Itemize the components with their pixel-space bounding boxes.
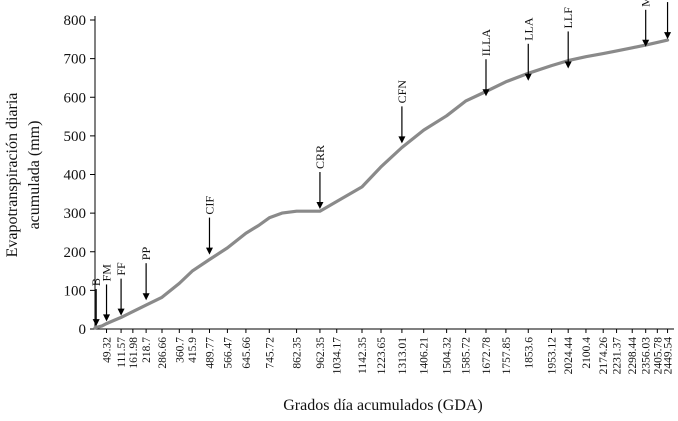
x-tick-label: 1853.6	[523, 337, 535, 369]
x-tick-label: 489.77	[204, 337, 216, 369]
series	[93, 38, 670, 330]
x-tick-label: 2100.4	[581, 337, 593, 369]
stage-label: B	[89, 278, 103, 286]
x-tick-label: 415.9	[187, 337, 199, 363]
x-tick-label: 745.72	[264, 337, 276, 369]
y-tick-label: 200	[64, 245, 87, 261]
x-tick-label: 1504.32	[442, 337, 454, 375]
stage-arrow-head	[92, 319, 100, 327]
x-tick-label: 2174.26	[598, 337, 610, 375]
x-tick-label: 1313.01	[397, 337, 409, 375]
x-tick-label: 1585.72	[461, 337, 473, 375]
x-tick-label: 49.32	[102, 337, 114, 363]
stage-label: M	[639, 0, 653, 7]
stage-arrow-head	[524, 73, 532, 81]
stage-arrow-head	[142, 293, 150, 301]
stage-annotations: BFMFFPPCIFCRRCFNILLALLALLFMC	[89, 0, 672, 327]
y-tick-label: 600	[64, 90, 87, 106]
y-tick-label: 700	[64, 52, 87, 68]
x-tick-label: 218.7	[141, 337, 153, 363]
stage-label: LLA	[521, 17, 535, 41]
x-tick-label: 1034.17	[332, 337, 344, 375]
x-tick-label: 1757.85	[501, 337, 513, 375]
x-axis-title: Grados día acumulados (GDA)	[283, 397, 483, 414]
stage-arrow-head	[117, 308, 125, 316]
stage-arrow-head	[205, 247, 213, 255]
y-axis-title-line-1: Evapotranspiración diaria	[4, 93, 21, 258]
y-tick-label: 0	[79, 322, 87, 338]
x-tick-label: 1142.35	[357, 337, 369, 374]
stage-arrow-head	[642, 39, 650, 47]
y-tick-label: 100	[64, 283, 87, 299]
x-tick-label: 161.98	[128, 337, 140, 369]
x-tick-label: 2405.78	[652, 337, 664, 375]
stage-label: CRR	[313, 145, 327, 169]
y-tick-label: 300	[64, 206, 87, 222]
x-tick-label: 2449.54	[663, 337, 675, 375]
x-tick-label: 2024.44	[563, 337, 575, 375]
x-tick-label: 862.35	[292, 337, 304, 369]
stage-arrow-head	[103, 314, 111, 322]
stage-label: LLF	[561, 7, 575, 29]
x-tick-label: 2231.37	[612, 337, 624, 375]
stage-label: ILLA	[479, 29, 493, 57]
stage-label: FF	[114, 262, 128, 276]
x-tick-label: 566.47	[222, 337, 234, 369]
x-tick-label: 1953.12	[547, 337, 559, 375]
stage-arrow-head	[564, 61, 572, 69]
x-tick-label: 962.35	[315, 337, 327, 369]
stage-arrow-head	[316, 202, 324, 210]
y-tick-label: 500	[64, 129, 87, 145]
x-tick-label: 2298.44	[627, 337, 639, 375]
stage-arrow-head	[664, 32, 672, 40]
x-tick-label: 2356.03	[641, 337, 653, 375]
stage-label: FM	[100, 264, 114, 282]
stage-label: CFN	[395, 80, 409, 104]
stage-arrow-head	[482, 89, 490, 97]
stage-label: CIF	[202, 196, 216, 215]
stage-arrow-head	[398, 136, 406, 144]
x-tick-label: 1223.65	[376, 337, 388, 375]
x-tick-label: 1672.78	[481, 337, 493, 375]
x-tick-label: 1406.21	[419, 337, 431, 375]
x-tick-label: 286.66	[157, 337, 169, 369]
x-tick-label: 360.7	[174, 337, 186, 363]
y-tick-label: 800	[64, 13, 87, 29]
evapotranspiration-series-line	[93, 38, 670, 330]
y-tick-label: 400	[64, 168, 87, 184]
stage-label: PP	[139, 247, 153, 261]
x-tick-label: 111.57	[116, 337, 128, 368]
x-axis-ticks: 49.32 111.57 161.98 218.7 286.66 360.7 415.9 48…	[102, 329, 675, 374]
x-tick-label: 645.66	[241, 337, 253, 369]
y-axis-title-line-2: acumulada (mm)	[26, 121, 43, 230]
y-axis-ticks: 0 100 200 300 400 500 600 700 800	[64, 13, 95, 338]
axes	[94, 16, 674, 330]
